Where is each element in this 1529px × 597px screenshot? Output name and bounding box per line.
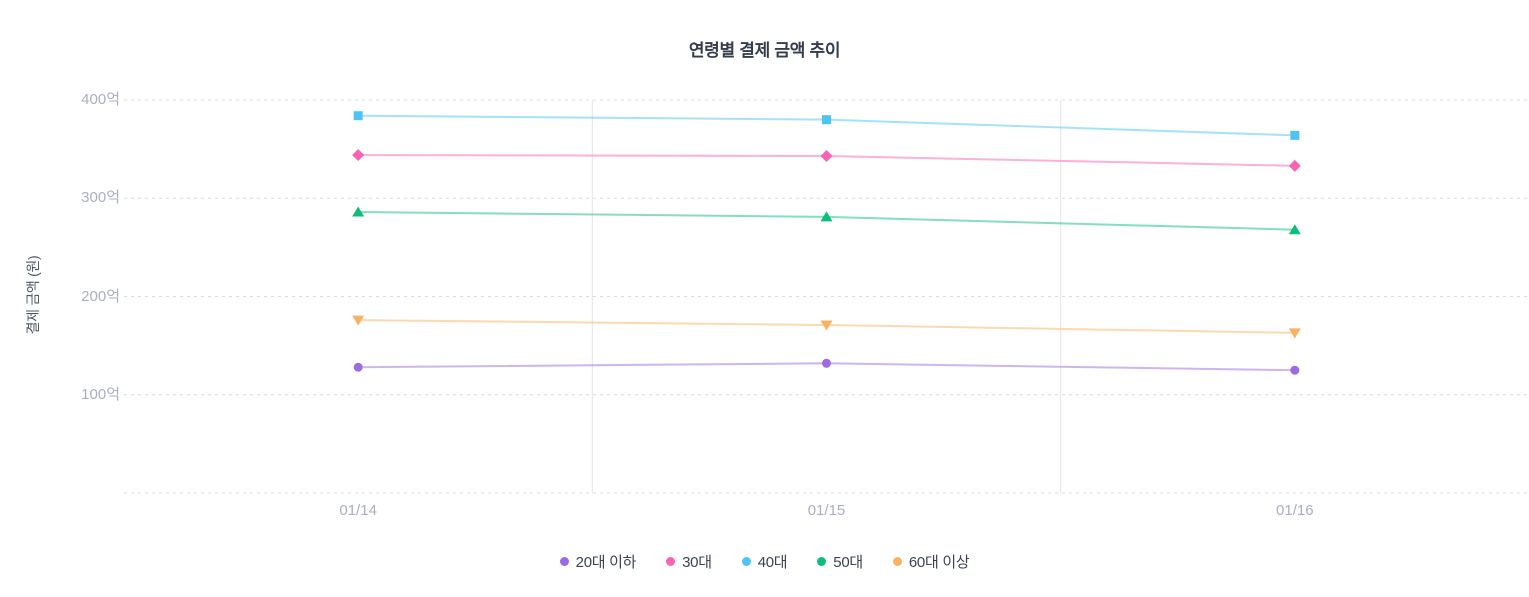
- data-point-triangle-down: [352, 315, 365, 326]
- legend-item[interactable]: 50대: [817, 551, 863, 572]
- y-tick-label: 200억: [81, 287, 120, 305]
- chart-title: 연령별 결제 금액 추이: [688, 41, 841, 60]
- data-point-square: [822, 115, 831, 125]
- data-point-circle: [353, 362, 363, 372]
- legend-label: 40대: [757, 554, 788, 571]
- chart-legend: 20대 이하 30대 40대 50대 60대 이상: [0, 551, 1529, 572]
- data-point-triangle-up: [1288, 224, 1301, 235]
- legend-dot-icon: [741, 557, 751, 566]
- legend-label: 30대: [682, 554, 712, 571]
- legend-label: 60대 이상: [908, 554, 970, 571]
- data-point-square: [353, 111, 363, 121]
- data-point-circle: [1290, 365, 1300, 375]
- data-point-diamond: [352, 149, 365, 162]
- x-tick-label: 01/14: [339, 502, 377, 519]
- data-point-square: [1290, 130, 1300, 140]
- legend-dot-icon: [559, 557, 569, 566]
- legend-dot-icon: [817, 557, 827, 566]
- legend-item[interactable]: 30대: [666, 551, 712, 572]
- y-tick-label: 300억: [81, 189, 120, 207]
- data-point-triangle-down: [1288, 328, 1301, 339]
- x-tick-label: 01/15: [807, 502, 846, 519]
- legend-item[interactable]: 60대 이상: [892, 551, 970, 572]
- y-tick-label: 100억: [81, 385, 120, 403]
- legend-dot-icon: [666, 557, 676, 566]
- data-point-circle: [822, 358, 831, 368]
- data-point-triangle-up: [820, 211, 833, 222]
- data-point-diamond: [820, 150, 833, 163]
- y-tick-label: 400억: [81, 91, 120, 108]
- legend-dot-icon: [892, 557, 902, 566]
- legend-label: 50대: [833, 554, 863, 571]
- legend-label: 20대 이하: [575, 554, 637, 571]
- data-point-diamond: [1288, 159, 1301, 172]
- legend-item[interactable]: 40대: [741, 551, 788, 572]
- data-point-triangle-up: [352, 206, 365, 217]
- legend-item[interactable]: 20대 이하: [559, 551, 637, 572]
- x-tick-label: 01/16: [1276, 502, 1314, 519]
- data-point-triangle-down: [820, 320, 833, 331]
